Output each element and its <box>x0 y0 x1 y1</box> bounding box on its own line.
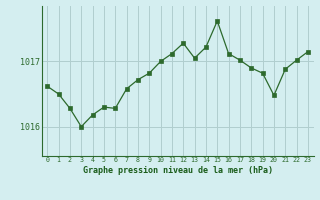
X-axis label: Graphe pression niveau de la mer (hPa): Graphe pression niveau de la mer (hPa) <box>83 166 273 175</box>
